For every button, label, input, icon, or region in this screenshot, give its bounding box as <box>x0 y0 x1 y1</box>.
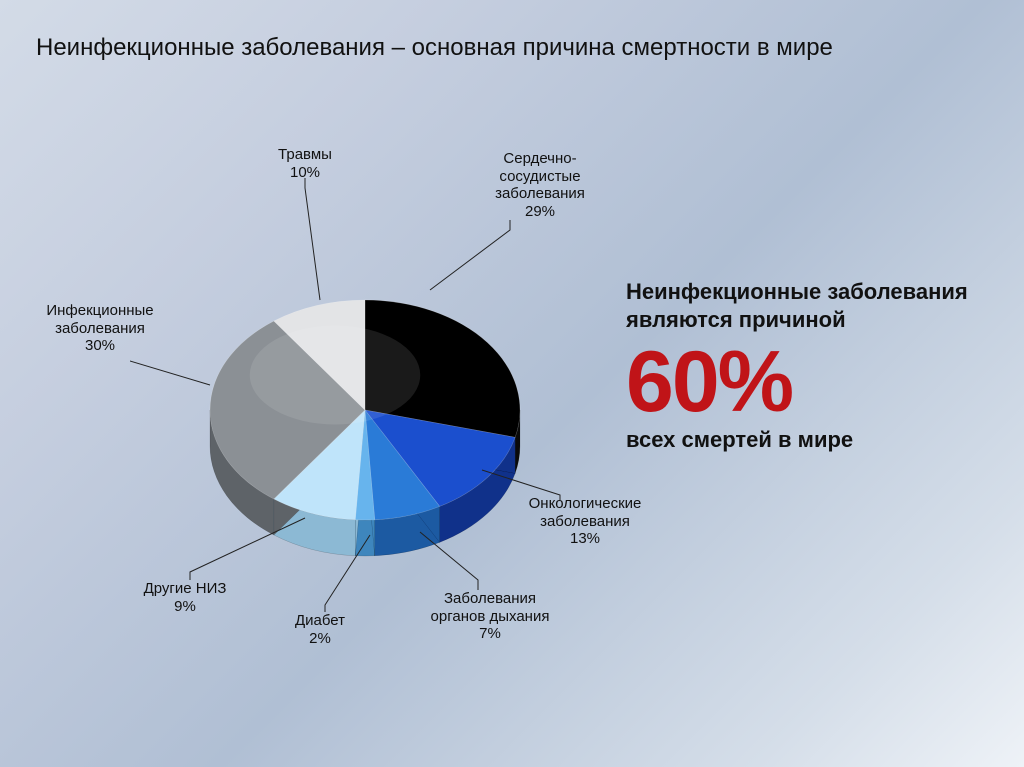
pie-highlight <box>250 326 421 425</box>
label-onco: Онкологическиезаболевания13% <box>500 495 670 548</box>
callout-tail: всех смертей в мире <box>626 427 976 453</box>
leader-injury <box>305 178 320 300</box>
label-resp: Заболеванияорганов дыхания7% <box>395 590 585 643</box>
label-infect: Инфекционныезаболевания30% <box>15 302 185 355</box>
callout-lead: Неинфекционные заболевания являются прич… <box>626 278 976 333</box>
pie-chart: Сердечно-сосудистыезаболевания29%Онколог… <box>130 140 600 660</box>
pie-side-diab <box>355 520 374 556</box>
callout-block: Неинфекционные заболевания являются прич… <box>626 278 976 453</box>
label-other_ncd: Другие НИЗ9% <box>120 580 250 615</box>
label-diab: Диабет2% <box>270 612 370 647</box>
callout-big: 60% <box>626 339 976 425</box>
slide-title: Неинфекционные заболевания – основная пр… <box>36 34 976 62</box>
pie-tops <box>210 300 520 520</box>
label-cvd: Сердечно-сосудистыезаболевания29% <box>460 150 620 221</box>
leader-cvd <box>430 220 510 290</box>
label-injury: Травмы10% <box>250 146 360 181</box>
